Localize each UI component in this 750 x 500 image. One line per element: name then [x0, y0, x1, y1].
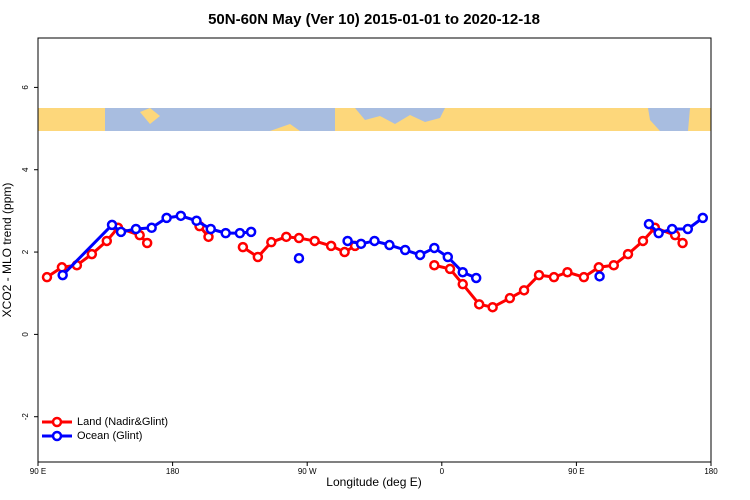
point [608, 259, 620, 271]
point [637, 235, 649, 247]
point [293, 232, 305, 244]
point [293, 252, 305, 264]
point [457, 266, 468, 278]
point [677, 237, 688, 249]
x-tick-label: 180 [704, 467, 718, 476]
point [106, 219, 118, 231]
point [309, 235, 320, 247]
point [548, 271, 560, 283]
legend-label: Land (Nadir&Glint) [77, 416, 168, 428]
x-axis-label: Longitude (deg E) [326, 475, 421, 489]
point [504, 292, 516, 304]
point [429, 242, 440, 254]
point [487, 301, 498, 313]
point [594, 271, 605, 282]
point [342, 235, 353, 247]
x-tick-label: 0 [440, 467, 445, 476]
point [653, 227, 664, 239]
point [442, 251, 454, 263]
point [339, 246, 350, 258]
x-tick-label: 180 [166, 467, 180, 476]
point [205, 223, 216, 235]
point [622, 248, 634, 260]
point [86, 248, 98, 260]
point [175, 210, 187, 222]
point [146, 222, 157, 234]
y-tick-label: 0 [21, 332, 30, 337]
legend-label: Ocean (Glint) [77, 430, 142, 442]
point [130, 223, 142, 235]
point [220, 227, 231, 239]
point [191, 215, 202, 227]
point [429, 259, 440, 271]
point [414, 249, 426, 261]
y-tick-label: -2 [21, 413, 30, 421]
series-line [46, 225, 684, 309]
x-tick-label: 90 E [568, 467, 584, 476]
point [369, 235, 380, 247]
point [593, 262, 605, 273]
point [281, 231, 292, 243]
point [518, 285, 530, 296]
point [161, 212, 172, 224]
point [266, 236, 277, 248]
point [384, 239, 395, 251]
chart-title: 50N-60N May (Ver 10) 2015-01-01 to 2020-… [208, 11, 540, 28]
y-axis-label: XCO2 - MLO trend (ppm) [0, 183, 14, 318]
x-tick-label: 90 E [30, 467, 46, 476]
legend-marker [51, 430, 63, 442]
y-tick-label: 6 [21, 85, 30, 90]
y-tick-label: 2 [21, 249, 30, 254]
point [682, 223, 694, 235]
point [697, 212, 709, 224]
legend-marker [51, 416, 63, 428]
point [101, 235, 113, 247]
series-line [61, 214, 704, 280]
point [57, 269, 68, 281]
point [562, 266, 573, 278]
point [115, 226, 127, 238]
point [643, 218, 655, 230]
point [444, 263, 456, 275]
point [237, 241, 249, 253]
point [666, 223, 678, 235]
point [355, 238, 367, 250]
point [533, 269, 545, 281]
point [457, 278, 468, 290]
point [470, 272, 482, 284]
point [41, 271, 53, 283]
point [325, 240, 337, 252]
point [141, 237, 153, 249]
point [399, 244, 411, 256]
map-strip [38, 108, 711, 131]
x-tick-label: 90 W [298, 467, 317, 476]
point [245, 226, 257, 238]
point [578, 271, 590, 283]
point [252, 251, 264, 263]
plot-frame [37, 37, 712, 463]
point [473, 299, 485, 310]
point [234, 227, 246, 239]
y-tick-label: 4 [21, 167, 30, 172]
